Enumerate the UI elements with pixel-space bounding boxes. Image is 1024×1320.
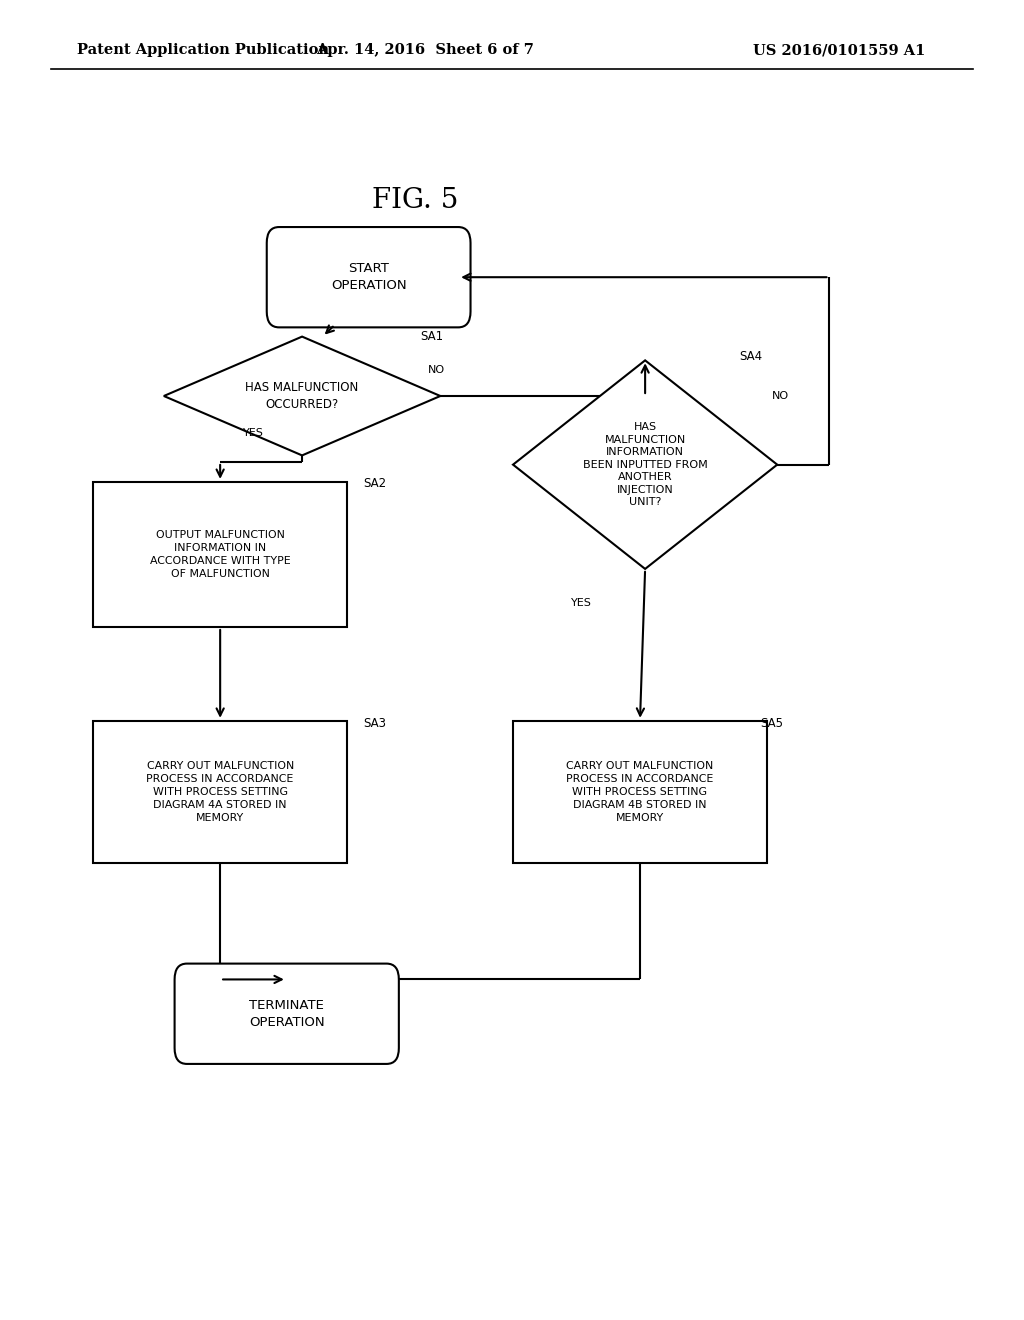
Bar (513, 721, 767, 863)
Text: SA2: SA2 (364, 477, 387, 490)
Text: YES: YES (571, 598, 592, 609)
Text: FIG. 5: FIG. 5 (372, 187, 458, 214)
FancyBboxPatch shape (174, 964, 399, 1064)
Text: US 2016/0101559 A1: US 2016/0101559 A1 (754, 44, 926, 57)
Text: CARRY OUT MALFUNCTION
PROCESS IN ACCORDANCE
WITH PROCESS SETTING
DIAGRAM 4B STOR: CARRY OUT MALFUNCTION PROCESS IN ACCORDA… (566, 762, 714, 822)
Polygon shape (164, 337, 440, 455)
Bar (93, 482, 347, 627)
FancyBboxPatch shape (266, 227, 470, 327)
Text: NO: NO (428, 364, 445, 375)
Text: START
OPERATION: START OPERATION (331, 261, 407, 293)
Text: YES: YES (243, 428, 263, 438)
Text: SA4: SA4 (739, 350, 763, 363)
Text: HAS MALFUNCTION
OCCURRED?: HAS MALFUNCTION OCCURRED? (246, 381, 358, 411)
Text: NO: NO (772, 391, 790, 401)
Text: TERMINATE
OPERATION: TERMINATE OPERATION (249, 998, 325, 1030)
Text: SA1: SA1 (420, 330, 443, 343)
Bar (93, 721, 347, 863)
Polygon shape (513, 360, 777, 569)
Text: SA3: SA3 (364, 717, 386, 730)
Text: SA5: SA5 (760, 717, 782, 730)
Text: Patent Application Publication: Patent Application Publication (77, 44, 329, 57)
Text: HAS
MALFUNCTION
INFORMATION
BEEN INPUTTED FROM
ANOTHER
INJECTION
UNIT?: HAS MALFUNCTION INFORMATION BEEN INPUTTE… (583, 422, 708, 507)
Text: CARRY OUT MALFUNCTION
PROCESS IN ACCORDANCE
WITH PROCESS SETTING
DIAGRAM 4A STOR: CARRY OUT MALFUNCTION PROCESS IN ACCORDA… (146, 762, 294, 822)
Text: OUTPUT MALFUNCTION
INFORMATION IN
ACCORDANCE WITH TYPE
OF MALFUNCTION: OUTPUT MALFUNCTION INFORMATION IN ACCORD… (150, 531, 291, 578)
Text: Apr. 14, 2016  Sheet 6 of 7: Apr. 14, 2016 Sheet 6 of 7 (316, 44, 534, 57)
